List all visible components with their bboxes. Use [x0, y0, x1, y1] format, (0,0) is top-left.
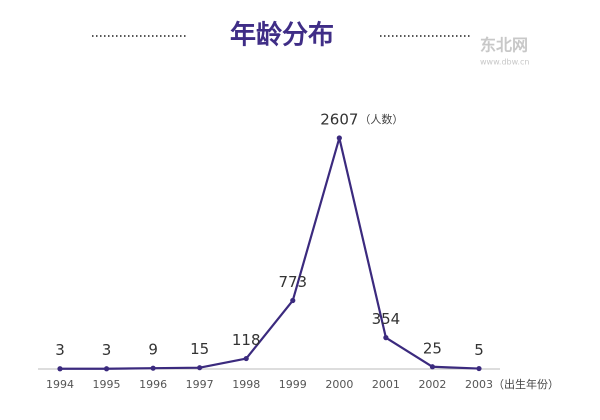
data-point	[150, 365, 156, 371]
data-point	[197, 365, 203, 371]
data-label: 25	[423, 339, 442, 357]
x-tick-label: 2002	[418, 378, 446, 391]
x-tick-label: 2001	[372, 378, 400, 391]
data-point	[103, 366, 110, 372]
data-label: 5	[474, 341, 484, 359]
watermark: 东北网	[480, 36, 528, 55]
data-label: 2607	[320, 111, 358, 129]
data-label: 15	[190, 340, 209, 358]
data-point	[476, 365, 482, 372]
data-label: 118	[232, 331, 261, 349]
data-point	[336, 135, 342, 141]
data-label: 3	[55, 341, 65, 359]
watermark-url: www.dbw.cn	[480, 58, 529, 67]
chart-title: 年龄分布	[230, 20, 334, 51]
data-point	[383, 335, 389, 341]
data-point	[290, 297, 296, 304]
data-point	[57, 366, 63, 372]
data-label: 773	[278, 273, 307, 291]
x-axis-note: （出生年份）	[493, 377, 559, 391]
data-label: 354	[372, 310, 401, 328]
x-tick-label: 1997	[186, 378, 214, 391]
x-tick-label: 1996	[139, 378, 167, 391]
x-tick-label: 1999	[279, 378, 307, 391]
x-tick-label: 1998	[232, 378, 260, 391]
x-tick-label: 2003	[465, 378, 493, 391]
x-tick-label: 2000	[325, 378, 353, 391]
data-point	[429, 364, 436, 370]
data-point	[243, 355, 249, 362]
data-label: 3	[102, 341, 112, 359]
x-tick-label: 1994	[46, 378, 74, 391]
data-label: 9	[148, 341, 158, 359]
value-unit-note: （人数）	[359, 113, 403, 126]
x-tick-label: 1995	[93, 378, 121, 391]
data-line	[60, 136, 480, 370]
